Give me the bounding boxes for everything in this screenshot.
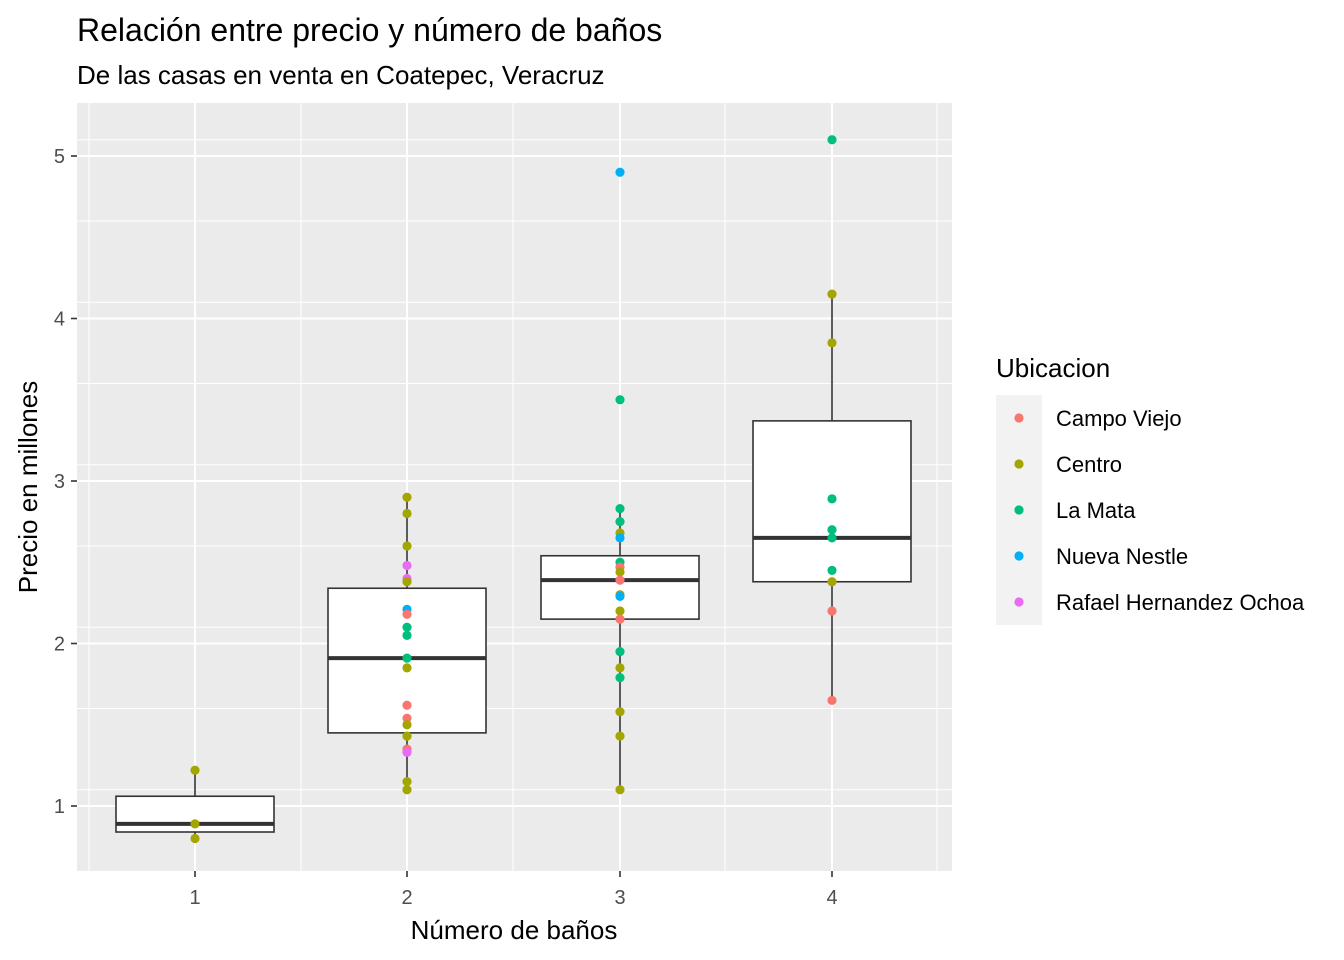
data-point: [827, 289, 837, 299]
data-point: [402, 622, 412, 632]
y-tick-label: 4: [54, 309, 65, 331]
data-point: [827, 135, 837, 145]
data-point: [402, 541, 412, 551]
legend-label: Nueva Nestle: [1056, 544, 1188, 569]
data-point: [615, 567, 625, 577]
x-axis-title: Número de baños: [411, 915, 618, 945]
data-point: [402, 630, 412, 640]
data-point: [402, 713, 412, 723]
data-point: [402, 560, 412, 571]
y-axis-title: Precio en millones: [13, 381, 43, 593]
data-point: [190, 819, 200, 829]
x-tick-label: 1: [189, 887, 200, 909]
data-point: [827, 494, 837, 504]
x-tick-label: 3: [614, 887, 625, 909]
box-1: [115, 770, 275, 839]
y-tick-label: 5: [54, 146, 65, 168]
legend-swatch: [1014, 551, 1024, 561]
data-point: [402, 785, 412, 795]
data-point: [827, 525, 837, 535]
legend-item: La Mata: [1014, 498, 1136, 523]
data-point: [615, 606, 625, 616]
data-point: [402, 731, 412, 741]
legend-label: Campo Viejo: [1056, 406, 1182, 431]
data-point: [615, 731, 625, 741]
data-point: [615, 395, 625, 405]
data-point: [615, 517, 625, 527]
legend-item: Centro: [1014, 452, 1122, 477]
data-point: [615, 614, 625, 624]
points-layer: [190, 135, 837, 844]
legend-swatch: [1014, 597, 1024, 607]
legend-swatch: [1014, 505, 1024, 515]
data-point: [615, 673, 625, 683]
data-point: [402, 747, 412, 757]
legend-label: La Mata: [1056, 498, 1136, 523]
data-point: [615, 575, 625, 585]
legend-title: Ubicacion: [996, 353, 1110, 383]
data-point: [190, 833, 200, 844]
chart-title: Relación entre precio y número de baños: [77, 12, 662, 48]
data-point: [615, 167, 625, 177]
x-tick-label: 4: [826, 887, 837, 909]
data-point: [615, 504, 625, 514]
data-point: [402, 720, 412, 730]
legend-item: Rafael Hernandez Ochoa: [1014, 590, 1305, 615]
data-point: [827, 577, 837, 587]
data-point: [402, 653, 412, 663]
legend-item: Nueva Nestle: [1014, 544, 1188, 569]
y-tick-label: 2: [54, 634, 65, 656]
data-point: [402, 508, 412, 519]
data-point: [402, 577, 412, 587]
y-tick-label: 1: [54, 796, 65, 818]
legend-item: Campo Viejo: [1014, 406, 1182, 431]
data-point: [615, 707, 625, 717]
major-gridlines: [77, 103, 952, 871]
data-point: [190, 765, 200, 775]
data-point: [615, 785, 625, 795]
data-point: [827, 338, 837, 348]
data-point: [827, 695, 837, 705]
data-point: [615, 533, 625, 543]
data-point: [827, 533, 837, 543]
data-point: [402, 777, 412, 787]
data-point: [402, 663, 412, 673]
legend-label: Centro: [1056, 452, 1122, 477]
legend-swatch: [1014, 413, 1024, 423]
data-point: [827, 606, 837, 616]
axes-layer: 1 2 3 4 1 2 3 4 5: [54, 146, 838, 909]
data-point: [827, 565, 837, 575]
legend-swatch: [1014, 459, 1024, 469]
data-point: [615, 647, 625, 657]
data-point: [615, 591, 625, 601]
chart-subtitle: De las casas en venta en Coatepec, Verac…: [77, 60, 605, 90]
data-point: [402, 609, 412, 619]
legend: Ubicacion Campo Viejo Centro La Mata Nueva …: [996, 353, 1305, 625]
y-tick-label: 3: [54, 471, 65, 493]
data-point: [402, 700, 412, 710]
legend-label: Rafael Hernandez Ochoa: [1056, 590, 1305, 615]
data-point: [402, 492, 412, 502]
x-tick-label: 2: [401, 887, 412, 909]
data-point: [615, 663, 625, 673]
